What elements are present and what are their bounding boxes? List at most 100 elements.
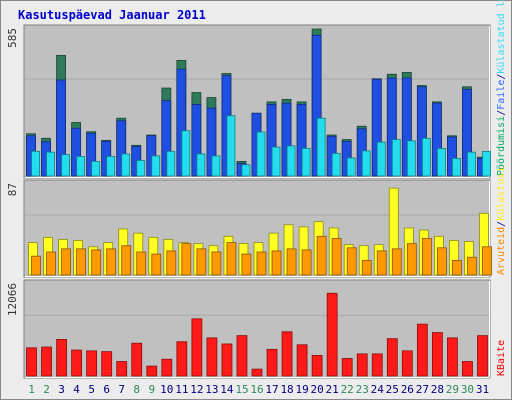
bar-KBaite-day-27 — [416, 323, 428, 377]
bar-Külastatud lk-day-31 — [482, 150, 491, 177]
bar-Külastatud lk-day-22 — [346, 157, 356, 177]
bar-Külastatud lk-day-30 — [467, 151, 476, 177]
bar-Arvuteid-day-29 — [452, 259, 462, 276]
bar-Külastatud lk-day-8 — [136, 160, 146, 177]
bar-KBaite-day-7 — [116, 361, 128, 377]
panel-1: 585 Pöördumisi/Faile/Külastatud lk — [6, 0, 507, 179]
bar-Arvuteid-day-15 — [241, 253, 252, 276]
bar-Faile-day-29 — [447, 136, 457, 177]
x-tick-label: 30 — [461, 383, 474, 396]
bar-Arvuteid-day-6 — [106, 248, 117, 276]
bar-Arvuteid-day-17 — [271, 250, 282, 276]
bar-KBaite-day-9 — [146, 365, 158, 377]
bar-Külastatud lk-day-15 — [241, 164, 251, 177]
bar-Külastatud lk-day-3 — [61, 154, 70, 177]
bar-Külastatud lk-day-24 — [376, 141, 386, 177]
legend-entry: Külastusi — [496, 167, 507, 221]
bar-Arvuteid-day-22 — [346, 247, 357, 276]
bar-Arvuteid-day-12 — [196, 248, 207, 276]
bar-Arvuteid-day-8 — [136, 251, 147, 276]
bar-KBaite-day-31 — [477, 335, 488, 377]
bar-Faile-day-5 — [86, 132, 97, 177]
legend-entry: / — [496, 221, 507, 227]
bar-Külastatud lk-day-21 — [331, 152, 341, 177]
x-tick-label: 22 — [341, 383, 354, 396]
x-tick-label: 10 — [160, 383, 173, 396]
x-tick-label: 3 — [58, 383, 65, 396]
x-tick-label: 12 — [190, 383, 203, 396]
x-tick-label: 24 — [371, 383, 385, 396]
bar-Külastatud lk-day-26 — [406, 140, 416, 177]
bar-Külastatud lk-day-25 — [391, 139, 401, 177]
bar-Faile-day-26 — [401, 77, 412, 177]
bar-Arvuteid-day-9 — [151, 253, 162, 276]
bar-Arvuteid-day-27 — [421, 237, 432, 276]
bar-Külastatud lk-day-28 — [436, 147, 446, 177]
x-tick-label: 4 — [73, 383, 80, 396]
bar-Arvuteid-day-23 — [361, 259, 372, 276]
bar-Arvuteid-day-16 — [256, 251, 267, 276]
panel-3: 12066 KBaite — [6, 279, 507, 379]
bar-Faile-day-4 — [71, 127, 82, 177]
legend-entry: / — [496, 110, 507, 116]
panel-legend: Pöördumisi/Faile/Külastatud lk — [496, 0, 507, 176]
x-tick-label: 7 — [118, 383, 125, 396]
bar-Arvuteid-day-18 — [286, 248, 297, 276]
bar-Külastatud lk-day-27 — [421, 137, 431, 177]
bar-Arvuteid-day-7 — [121, 245, 132, 276]
x-tick-label: 8 — [133, 383, 140, 396]
bar-Külastatud lk-day-10 — [166, 150, 176, 177]
bar-Faile-day-19 — [296, 103, 307, 177]
y-max-label: 12066 — [6, 283, 19, 316]
bar-Külastatud lk-day-6 — [106, 155, 116, 177]
bar-Arvuteid-day-13 — [211, 251, 222, 276]
series-Arvuteid — [31, 235, 492, 276]
bar-Külastatud lk-day-11 — [181, 130, 191, 177]
bar-KBaite-day-19 — [296, 344, 308, 377]
bar-Arvuteid-day-2 — [46, 251, 56, 276]
x-tick-label: 28 — [431, 383, 444, 396]
bar-Faile-day-20 — [311, 34, 322, 177]
bar-KBaite-day-10 — [161, 358, 173, 377]
bar-Arvuteid-day-25 — [391, 248, 402, 276]
bar-Külastatud lk-day-14 — [226, 115, 236, 177]
x-tick-label: 23 — [356, 383, 369, 396]
bar-Külastatud lk-day-17 — [271, 146, 281, 177]
bar-Faile-day-17 — [266, 103, 277, 177]
bar-KBaite-day-14 — [221, 343, 233, 377]
bar-Arvuteid-day-30 — [467, 256, 477, 276]
bar-KBaite-day-15 — [236, 335, 248, 377]
bar-Arvuteid-day-20 — [316, 235, 327, 276]
bar-Faile-day-30 — [462, 88, 472, 177]
legend-entry: Pöördumisi — [496, 116, 507, 176]
bar-Arvuteid-day-19 — [301, 249, 312, 276]
x-tick-label: 26 — [401, 383, 414, 396]
x-tick-label: 1 — [28, 383, 35, 396]
y-max-label: 585 — [6, 28, 19, 48]
x-tick-label: 15 — [235, 383, 248, 396]
bar-Faile-day-28 — [431, 102, 442, 177]
bar-KBaite-day-4 — [71, 349, 83, 377]
bar-Külastatud lk-day-20 — [316, 117, 326, 177]
bar-Faile-day-12 — [191, 103, 202, 177]
bar-KBaite-day-18 — [281, 331, 293, 377]
bar-Faile-day-24 — [371, 78, 382, 177]
bar-Faile-day-10 — [161, 100, 172, 177]
bar-Külastatud lk-day-16 — [256, 131, 266, 177]
bar-KBaite-day-24 — [371, 353, 383, 377]
bar-Arvuteid-day-26 — [406, 243, 417, 276]
x-tick-label: 9 — [148, 383, 155, 396]
bar-KBaite-day-22 — [341, 358, 353, 377]
bar-Külastatud lk-day-13 — [211, 155, 221, 177]
bar-Arvuteid-day-21 — [331, 237, 342, 276]
bar-Faile-day-27 — [416, 86, 427, 177]
bar-KBaite-day-5 — [86, 350, 98, 377]
panel-legend: Arvuteid/Külastusi — [496, 167, 507, 275]
bar-Faile-day-13 — [206, 107, 217, 177]
bar-Külastatud lk-day-18 — [286, 145, 296, 177]
x-tick-label: 11 — [175, 383, 188, 396]
bar-Külastatud lk-day-23 — [361, 150, 371, 177]
bar-KBaite-day-3 — [56, 339, 67, 377]
bar-Arvuteid-day-5 — [91, 249, 102, 276]
bar-Arvuteid-day-28 — [436, 247, 447, 276]
